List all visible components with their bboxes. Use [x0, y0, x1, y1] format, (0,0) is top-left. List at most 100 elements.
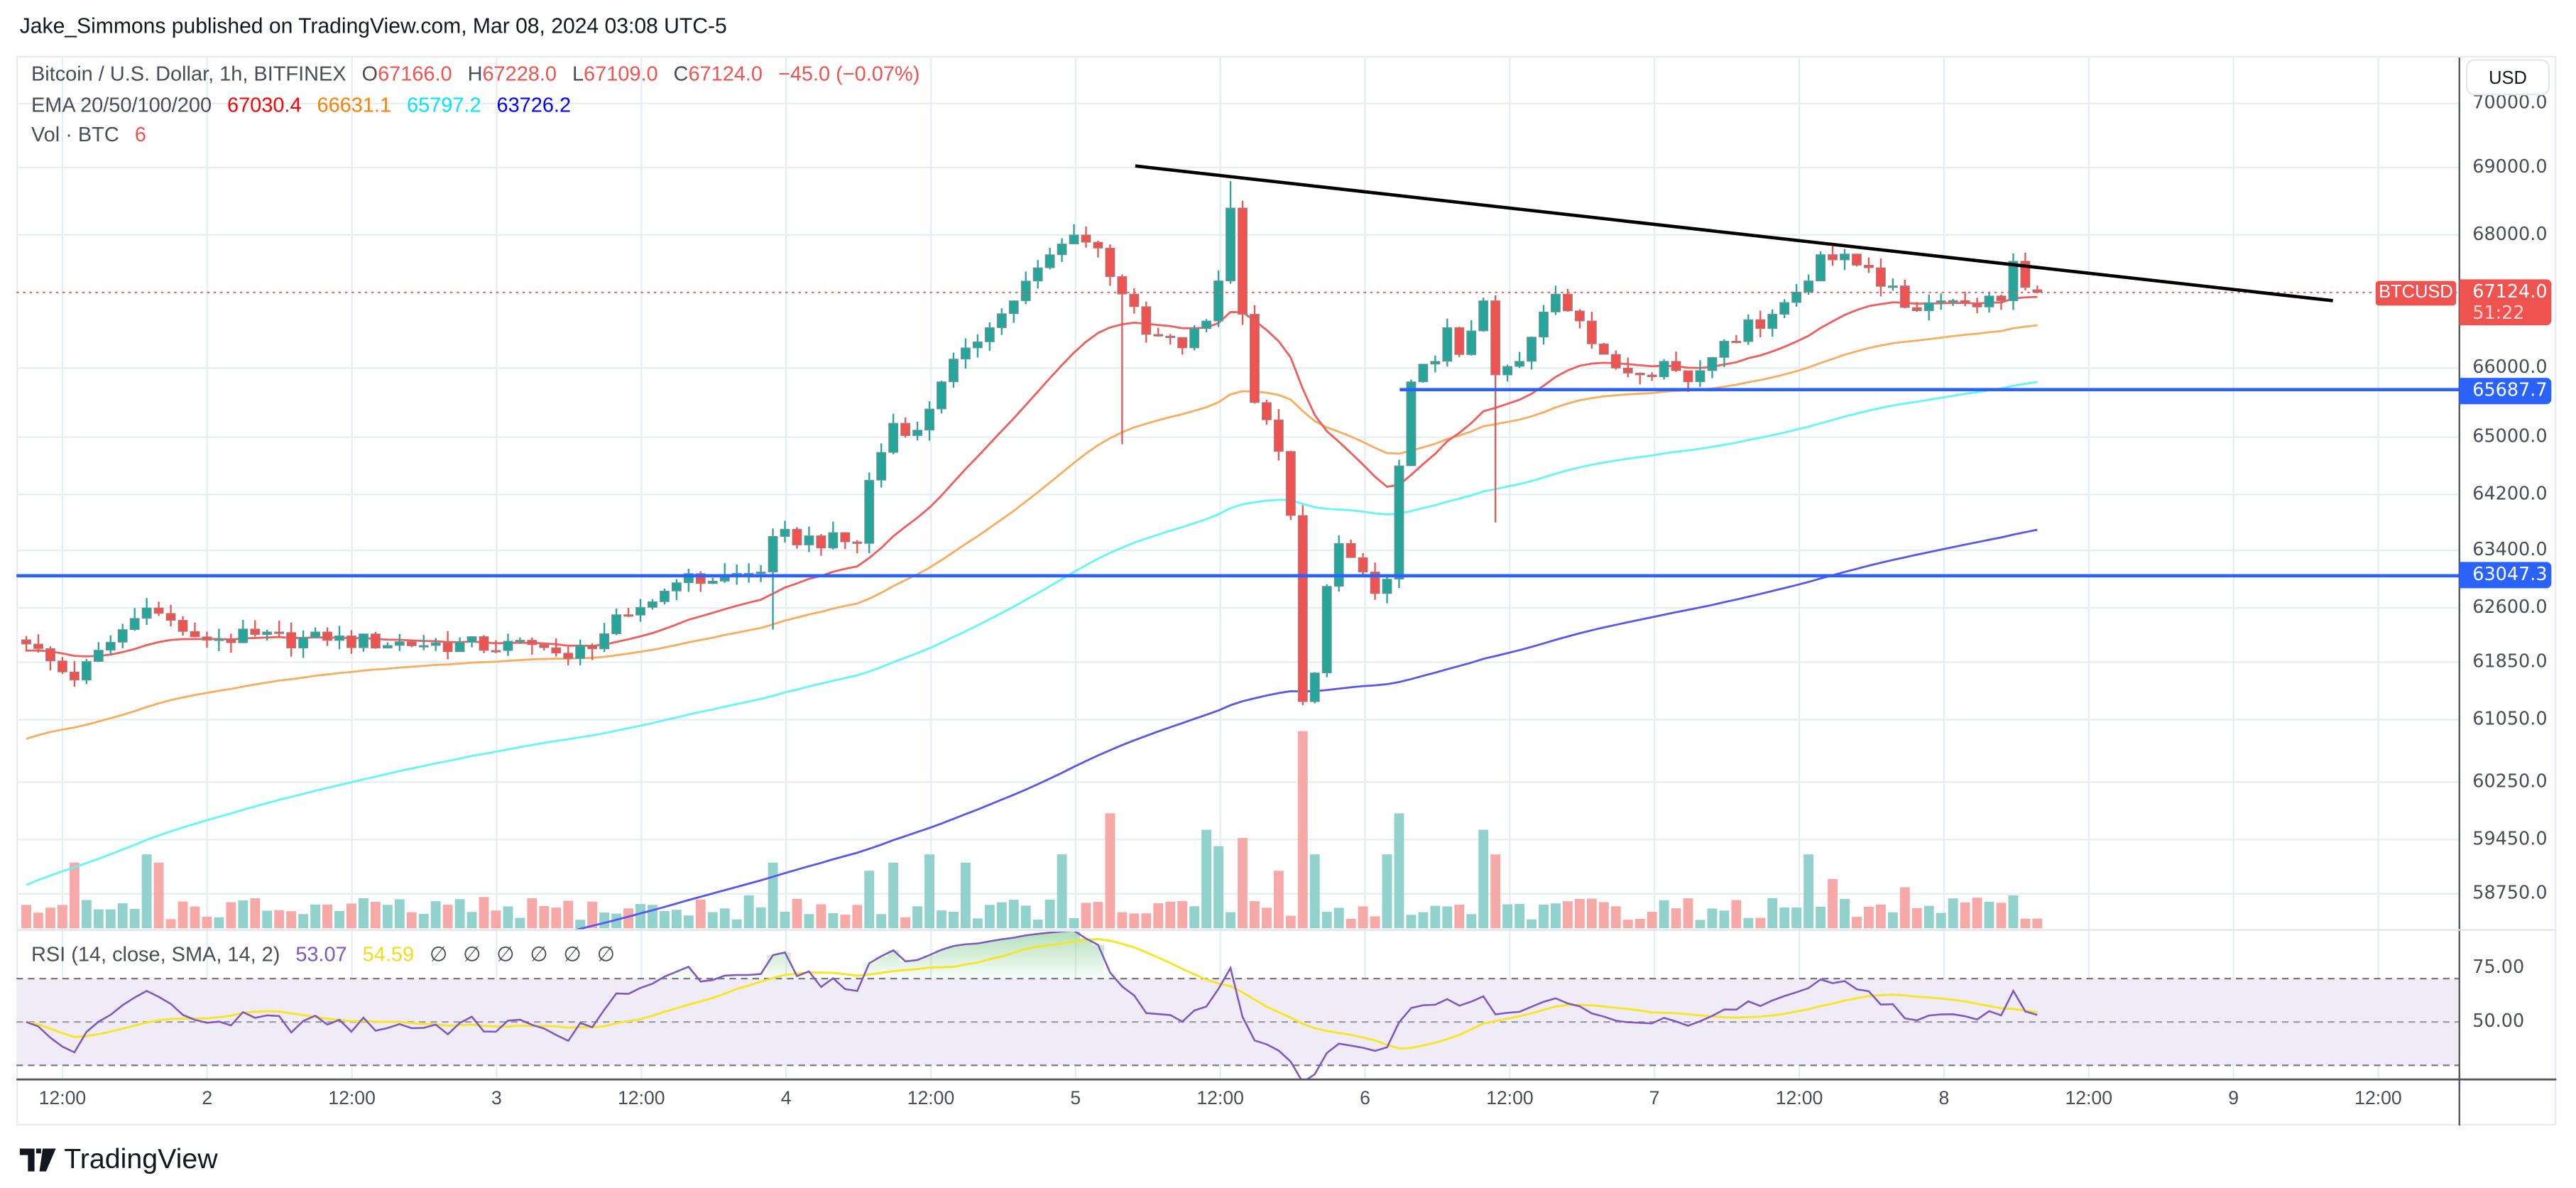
candle-body: [1875, 267, 1886, 287]
candle-body: [1309, 672, 1320, 702]
candle-body: [1273, 419, 1284, 452]
volume-bar: [984, 905, 995, 929]
volume-bar: [358, 898, 369, 929]
tradingview-logo[interactable]: TradingView: [19, 1143, 218, 1176]
rsi-line: [26, 931, 2038, 1080]
candle-body: [274, 631, 285, 634]
volume-bar: [274, 910, 285, 929]
volume-bar: [418, 913, 429, 929]
symbol-title[interactable]: Bitcoin / U.S. Dollar, 1h, BITFINEX: [31, 62, 346, 86]
volume-bar: [671, 910, 682, 929]
candle-body: [2032, 289, 2043, 293]
volume-bar: [1972, 898, 1982, 929]
volume-legend: Vol · BTC 6: [31, 124, 156, 146]
volume-bar: [623, 908, 633, 929]
volume-bar: [442, 905, 453, 929]
candle-body: [707, 580, 718, 584]
empty-value: ∅: [429, 943, 448, 966]
candle-body: [780, 528, 790, 537]
volume-bar: [1586, 898, 1597, 929]
candle-body: [527, 640, 537, 645]
candle-body: [1141, 306, 1152, 335]
volume-bar: [2008, 895, 2019, 929]
volume-bar: [1683, 898, 1693, 929]
volume-bar: [1863, 906, 1874, 929]
candle-body: [1695, 370, 1705, 383]
candle-body: [1610, 354, 1621, 369]
volume-bar: [1141, 913, 1152, 929]
volume-bar: [1791, 908, 1802, 929]
volume-bar: [466, 912, 477, 929]
volume-bar: [1321, 912, 1332, 929]
volume-bar: [1213, 846, 1224, 929]
volume-bar: [1574, 898, 1585, 929]
candle-body: [1515, 361, 1525, 367]
candle-body: [1382, 579, 1392, 594]
volume-bar: [1899, 887, 1910, 929]
candle-body: [1852, 254, 1862, 266]
volume-bar: [1273, 871, 1284, 929]
candle-body: [671, 582, 682, 592]
rsi-label[interactable]: RSI (14, close, SMA, 14, 2): [31, 943, 280, 966]
candle-body: [864, 479, 875, 544]
volume-bar: [1382, 854, 1392, 929]
volume-bar: [406, 912, 417, 929]
candle-body: [45, 648, 55, 662]
chart-frame: [16, 55, 2557, 1126]
volume-bar: [1478, 829, 1489, 929]
ema20-value: 67030.4: [227, 93, 302, 117]
candle-body: [1261, 402, 1272, 420]
volume-bar: [840, 915, 851, 929]
volume-bar: [57, 905, 67, 929]
candle-body: [2008, 261, 2019, 302]
candle-body: [1454, 327, 1465, 355]
candle-body: [238, 628, 249, 643]
volume-bar: [755, 907, 766, 929]
volume-bar: [153, 862, 164, 929]
volume-bar: [1719, 910, 1730, 929]
candle-body: [466, 636, 477, 643]
time-tick-label: 6: [1360, 1089, 1370, 1109]
empty-value: ∅: [496, 943, 515, 966]
candle-body: [792, 528, 802, 545]
candle-body: [1502, 366, 1513, 376]
price-tick-label: 68000.0: [2472, 223, 2548, 245]
volume-bar: [731, 919, 742, 929]
price-tick-label: 59450.0: [2472, 828, 2548, 850]
candle-body: [250, 628, 261, 636]
volume-bar: [1177, 901, 1188, 929]
volume-bar: [322, 904, 332, 929]
volume-bar: [683, 915, 694, 929]
candle-body: [1093, 241, 1103, 249]
volume-bar: [491, 910, 501, 929]
candle-body: [960, 347, 971, 360]
volume-bar: [214, 917, 224, 929]
volume-bar: [599, 912, 610, 929]
candle-body: [876, 452, 887, 481]
candle-body: [1153, 334, 1164, 337]
time-tick-label: 8: [1938, 1089, 1950, 1109]
volume-bar: [1996, 903, 2007, 929]
volume-bar: [1960, 902, 1970, 929]
volume-bar: [1816, 906, 1826, 929]
volume-bar: [165, 919, 176, 929]
candle-body: [1791, 291, 1802, 303]
candle-body: [1671, 361, 1681, 371]
bar-countdown: 51:22: [2472, 302, 2525, 324]
price-tick-label: 62600.0: [2472, 596, 2548, 618]
candle-body: [1321, 586, 1332, 674]
volume-bar: [1032, 920, 1043, 929]
volume-bar: [346, 903, 356, 929]
volume-bar: [1081, 903, 1091, 929]
rsi-legend: RSI (14, close, SMA, 14, 2) 53.07 54.59 …: [31, 942, 625, 966]
candle-body: [382, 645, 393, 649]
candle-body: [442, 642, 453, 653]
candle-body: [165, 613, 176, 621]
volume-label[interactable]: Vol · BTC: [31, 123, 119, 146]
volume-bar: [1647, 912, 1657, 929]
currency-button[interactable]: USD: [2466, 59, 2550, 96]
volume-bar: [1430, 905, 1441, 929]
volume-bar: [888, 862, 899, 929]
ema-label[interactable]: EMA 20/50/100/200: [31, 93, 212, 117]
